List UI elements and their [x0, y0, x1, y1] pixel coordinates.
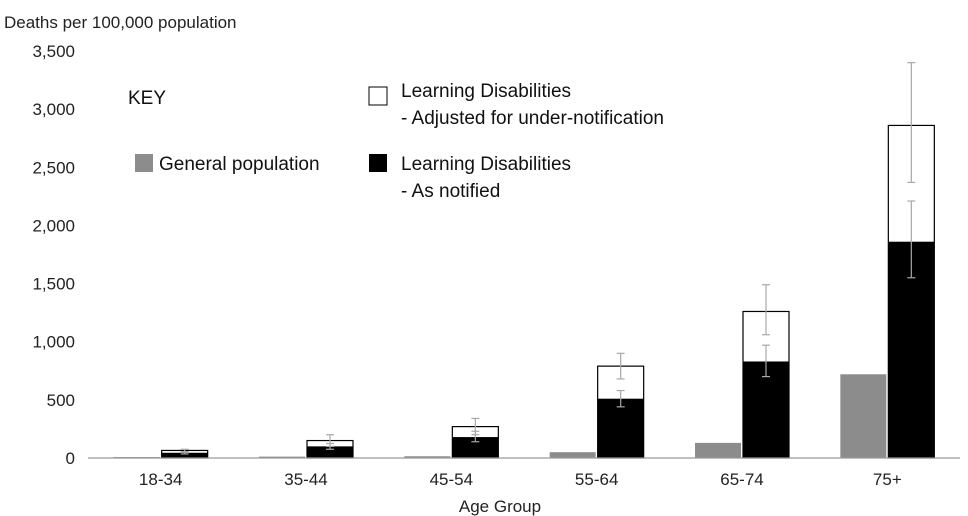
x-tick-label: 35-44 [284, 470, 327, 489]
x-axis-ticks: 18-34 35-44 45-54 55-64 65-74 75+ [139, 470, 902, 489]
bar-ld-notified [161, 452, 208, 458]
x-tick-label: 75+ [873, 470, 902, 489]
key-label-adjusted-line1: Learning Disabilities [401, 81, 571, 102]
x-tick-label: 65-74 [720, 470, 763, 489]
x-tick-label: 18-34 [139, 470, 182, 489]
y-axis-title: Deaths per 100,000 population [4, 13, 237, 32]
y-tick-label: 2,500 [32, 158, 75, 177]
error-bar [762, 284, 770, 336]
key-label-adjusted-line2: - Adjusted for under-notification [401, 108, 664, 129]
bar-general-population [840, 374, 887, 458]
error-bars [180, 62, 916, 455]
y-tick-label: 3,000 [32, 100, 75, 119]
bar-general-population [549, 452, 596, 458]
error-bar [616, 352, 625, 380]
y-axis-ticks: 0 500 1,000 1,500 2,000 2,500 3,000 3,500 [32, 42, 75, 468]
key-label-notified-line2: - As notified [401, 181, 500, 202]
y-tick-label: 3,500 [32, 42, 75, 61]
error-bar [907, 200, 916, 279]
x-tick-label: 45-54 [430, 470, 473, 489]
bar-ld-notified [597, 398, 644, 458]
error-bar [907, 62, 916, 184]
bar-general-population [404, 456, 451, 458]
error-bar [762, 344, 770, 378]
x-tick-label: 55-64 [575, 470, 618, 489]
key-title: KEY [128, 88, 166, 109]
error-bar [471, 417, 480, 436]
error-bar [616, 389, 625, 408]
bars [113, 124, 935, 459]
y-tick-label: 0 [66, 449, 75, 468]
bar-ld-notified [452, 437, 499, 458]
key: KEY Learning Disabilities - Adjusted for… [128, 81, 664, 202]
x-axis-title: Age Group [459, 497, 541, 516]
y-tick-label: 2,000 [32, 216, 75, 235]
y-tick-label: 1,500 [32, 275, 75, 294]
error-bar [326, 434, 334, 447]
y-tick-label: 500 [47, 391, 75, 410]
key-label-notified-line1: Learning Disabilities [401, 154, 571, 175]
key-swatch-general [135, 154, 153, 172]
error-bar [180, 448, 189, 453]
bar-ld-notified [307, 446, 353, 458]
bar-general-population [259, 456, 305, 458]
bar-ld-notified [743, 361, 789, 458]
key-swatch-notified [369, 154, 387, 172]
key-label-general: General population [159, 154, 320, 175]
bar-general-population [695, 442, 741, 458]
key-swatch-adjusted [368, 86, 388, 106]
y-tick-label: 1,000 [32, 333, 75, 352]
